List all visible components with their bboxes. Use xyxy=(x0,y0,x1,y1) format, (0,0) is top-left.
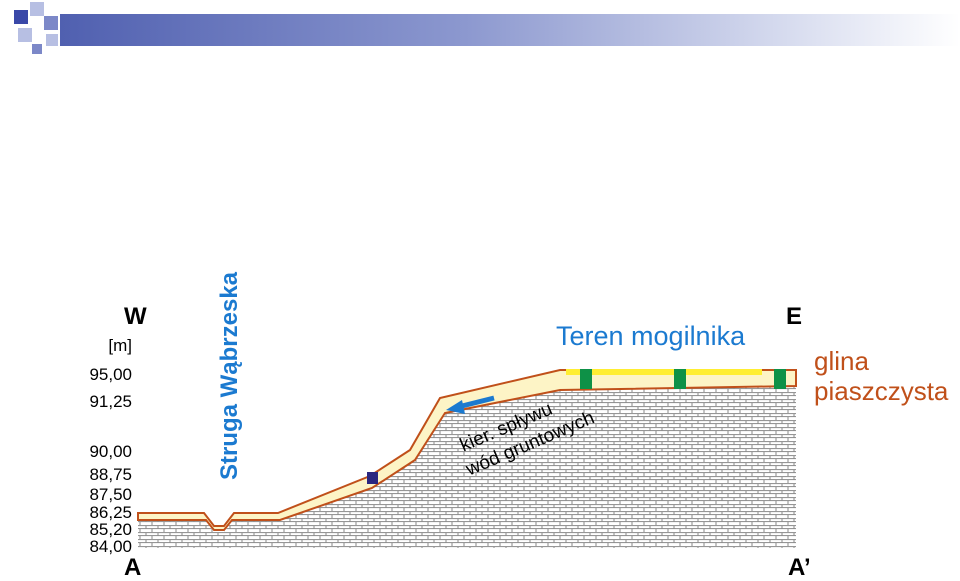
clay-layer xyxy=(137,369,797,531)
west-label: W xyxy=(124,303,147,330)
east-label: E xyxy=(786,303,803,330)
well-marker xyxy=(367,472,378,484)
section-end-label: A’ xyxy=(788,554,811,581)
flow-arrowhead xyxy=(446,400,465,414)
elevation-label: 84,00 xyxy=(89,537,132,556)
stream-label: Struga Wąbrzeska xyxy=(216,271,243,481)
elevation-label: 86,25 xyxy=(89,503,132,522)
elevation-label: 85,20 xyxy=(89,520,132,539)
section-start-label: A xyxy=(124,554,142,581)
legend-line-2: piaszczysta xyxy=(814,376,949,406)
green-marker xyxy=(774,369,786,389)
banner-square xyxy=(46,34,58,46)
banner-square xyxy=(30,2,44,16)
banner-square xyxy=(32,44,42,54)
green-marker xyxy=(674,369,686,389)
elevation-label: 95,00 xyxy=(89,365,132,384)
green-marker xyxy=(580,369,592,389)
header-banner xyxy=(0,0,960,60)
banner-square xyxy=(18,28,32,42)
banner-square xyxy=(44,16,58,30)
banner-gradient xyxy=(60,14,960,46)
banner-square xyxy=(14,10,28,24)
elevation-label: 88,75 xyxy=(89,465,132,484)
subsoil-hatch xyxy=(138,378,796,548)
elevation-label: 91,25 xyxy=(89,392,132,411)
elevation-label: 87,50 xyxy=(89,485,132,504)
elevation-label: 90,00 xyxy=(89,442,132,461)
site-band xyxy=(566,369,762,375)
flow-arrow xyxy=(457,395,495,410)
elevation-unit: [m] xyxy=(108,336,132,355)
legend-line-1: glina xyxy=(814,346,869,376)
site-title: Teren mogilnika xyxy=(556,321,746,351)
